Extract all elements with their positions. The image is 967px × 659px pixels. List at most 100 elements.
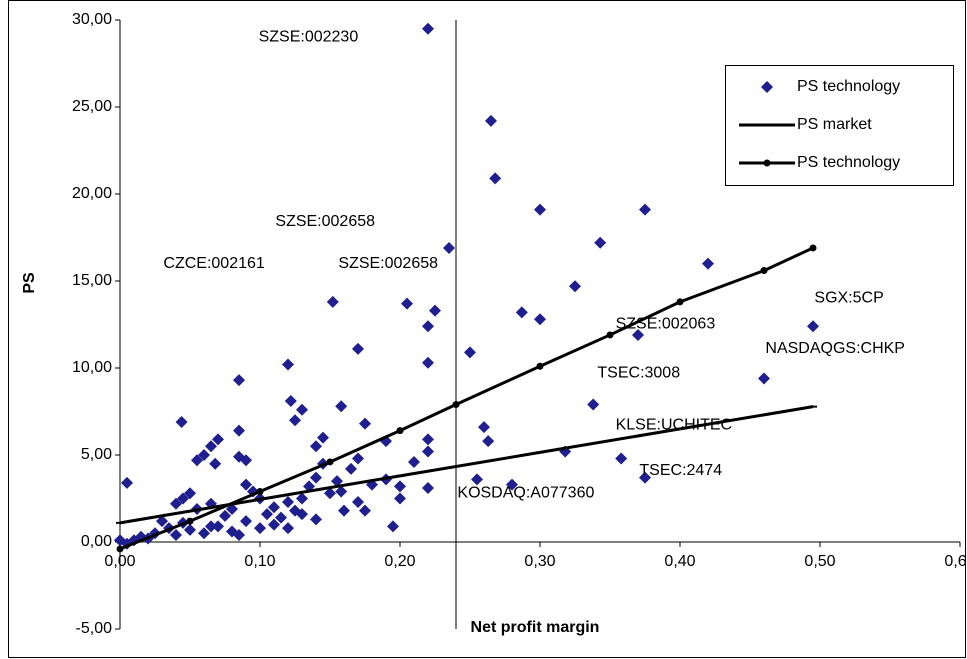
point [394,492,406,505]
point [268,501,280,514]
point [807,320,819,333]
point [478,421,490,434]
point [352,342,364,355]
point [359,504,371,517]
point [121,476,133,489]
point [114,534,126,547]
point [310,471,322,484]
x-tick-label: 0,10 [244,553,275,570]
point [394,480,406,493]
point [256,488,264,496]
point [254,522,266,535]
point [536,362,544,370]
point [186,517,194,525]
x-tick-label: 0,30 [524,553,555,570]
point [233,374,245,387]
point [198,527,210,540]
trend-line [119,405,814,525]
x-tick-label: 0,50 [804,553,835,570]
point [422,445,434,458]
point [240,454,252,467]
x-tick-label: 0,00 [104,553,135,570]
point [506,478,518,491]
point [359,417,371,430]
annotation: KOSDAQ:A077360 [457,484,594,501]
annotation: KLSE:UCHITEC [616,417,732,434]
point [261,508,273,521]
point [289,414,301,427]
point [485,114,497,127]
point [191,454,203,467]
point [758,372,770,385]
y-tick-label: 5,00 [81,446,112,463]
point [156,515,168,528]
annotation: SZSE:002658 [338,255,438,272]
point [760,267,768,275]
point [324,487,336,500]
point [317,431,329,444]
y-axis-title: PS [21,272,38,294]
point [482,435,495,448]
point [345,462,357,475]
point [275,511,287,524]
point [534,313,546,326]
point [331,475,343,488]
point [335,485,348,498]
point [352,452,364,465]
legend: PS technology PS market PS technology [725,65,954,186]
point [422,22,434,35]
point [233,424,245,437]
point [170,497,182,510]
point [240,478,252,491]
point [289,504,301,517]
point [352,495,364,508]
point [282,495,294,508]
point [606,331,614,339]
point [639,203,651,216]
point [268,518,280,531]
point [594,236,607,249]
y-tick-label: 30,00 [72,11,112,28]
point [615,452,628,465]
point [422,320,434,333]
point [184,487,196,500]
point [464,346,476,359]
point [443,241,455,254]
point [209,457,222,470]
point [809,244,817,252]
point [335,400,348,413]
point [429,304,441,317]
point [310,513,322,526]
point [396,427,404,435]
point [240,515,252,528]
y-tick-label: 10,00 [72,359,112,376]
x-tick-label: 0,40 [664,553,695,570]
point [639,471,651,484]
point [515,306,528,319]
point [170,529,182,542]
point [401,297,413,310]
point [587,398,600,411]
legend-label: PS technology [797,154,900,171]
x-tick-label: 0,20 [384,553,415,570]
annotation: TSEC:3008 [597,364,680,381]
legend-label: PS market [797,116,872,133]
point [284,395,297,408]
point [489,172,502,185]
legend-marker [763,159,771,167]
point [422,356,434,369]
point [422,482,434,495]
annotation: SZSE:002063 [616,316,716,333]
point [676,298,684,306]
point [175,415,188,428]
legend-label: PS technology [797,78,900,95]
point [452,401,460,409]
point [422,433,434,446]
point [184,523,196,536]
point [569,280,581,293]
point [296,403,308,416]
x-axis-title: Net profit margin [471,619,600,636]
point [338,504,350,517]
point [116,545,124,553]
point [471,473,483,486]
